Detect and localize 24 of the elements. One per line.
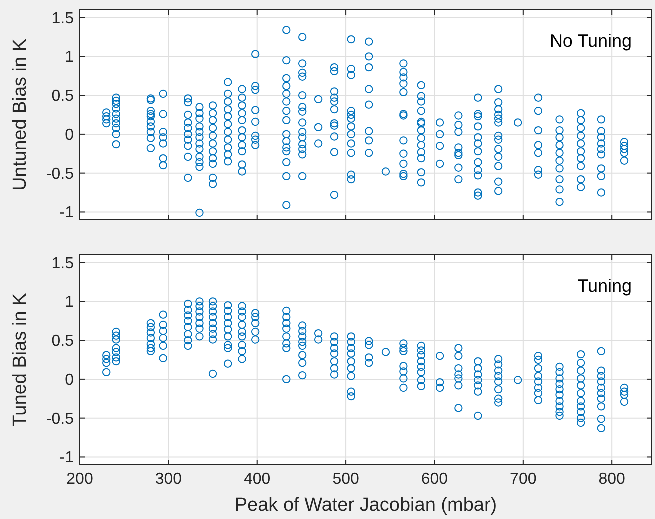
y-tick-label: -0.5 xyxy=(46,166,74,183)
y-tick-label: 0 xyxy=(65,372,74,389)
annotation: Tuning xyxy=(578,276,632,296)
y-tick-label: 0 xyxy=(65,126,74,144)
x-tick-label: 400 xyxy=(244,471,271,488)
x-tick-label: 300 xyxy=(155,471,182,488)
y-tick-label: 1.5 xyxy=(52,255,74,272)
y-tick-label: -1 xyxy=(60,204,74,222)
y-tick-label: -0.5 xyxy=(46,410,74,428)
y-tick-label: -1 xyxy=(60,450,74,467)
x-tick-label: 200 xyxy=(66,471,94,488)
x-axis-title: Peak of Water Jacobian (mbar) xyxy=(234,495,498,516)
y-tick-label: 1.5 xyxy=(52,10,74,28)
x-tick-label: 700 xyxy=(510,471,537,488)
y-tick-label: 0.5 xyxy=(52,333,74,350)
y-tick-label: 0.5 xyxy=(52,88,74,106)
y-tick-label: 1 xyxy=(65,49,74,66)
y-tick-label: 1 xyxy=(65,294,74,312)
x-tick-label: 800 xyxy=(598,471,626,488)
y-axis-title: Untuned Bias in K xyxy=(10,38,31,192)
x-tick-label: 600 xyxy=(421,471,448,488)
x-tick-label: 500 xyxy=(332,471,360,488)
y-axis-title: Tuned Bias in K xyxy=(10,292,31,427)
annotation: No Tuning xyxy=(550,31,632,51)
